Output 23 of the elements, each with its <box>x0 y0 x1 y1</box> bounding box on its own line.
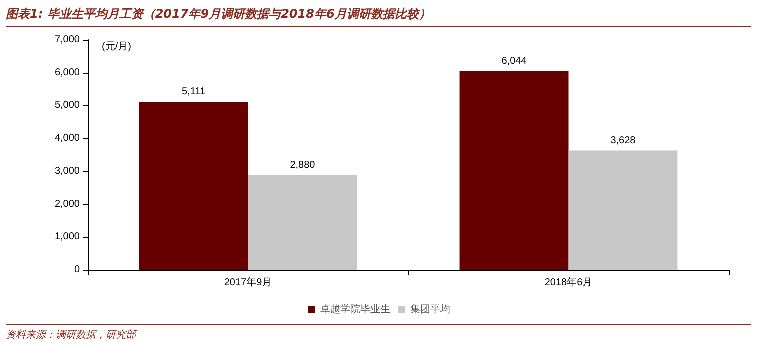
y-tick-label: 6,000 <box>54 67 80 78</box>
bar <box>248 175 358 270</box>
text: 6,044 <box>502 56 527 67</box>
y-tick-label: 7,000 <box>54 34 80 46</box>
y-tick-label: 3,000 <box>54 166 80 177</box>
chart-title: 图表1: 毕业生平均月工资（2017年9月调研数据与2018年6月调研数据比较） <box>6 6 751 27</box>
text: 2,880 <box>290 160 316 171</box>
bar <box>139 102 248 270</box>
y-tick-label: 0 <box>74 264 80 276</box>
y-axis-title: (元/月) <box>102 42 132 52</box>
y-tick-label: 5,000 <box>54 100 80 112</box>
bar <box>460 71 569 270</box>
text: 资料来源：调研数据，研究部 <box>6 324 751 342</box>
legend-label: 卓越学院毕业生 <box>320 304 390 316</box>
y-tick-label: 2,000 <box>54 198 80 210</box>
x-tick-label: 2018年6月 <box>544 276 593 288</box>
text: 5,111 <box>182 86 206 98</box>
y-tick-label: 4,000 <box>54 133 80 144</box>
x-tick-label: 2017年9月 <box>224 276 272 288</box>
y-tick-label: 1,000 <box>54 232 80 243</box>
text: 3,628 <box>610 135 636 146</box>
legend-label: 集团平均 <box>410 304 450 316</box>
bar <box>568 150 678 270</box>
